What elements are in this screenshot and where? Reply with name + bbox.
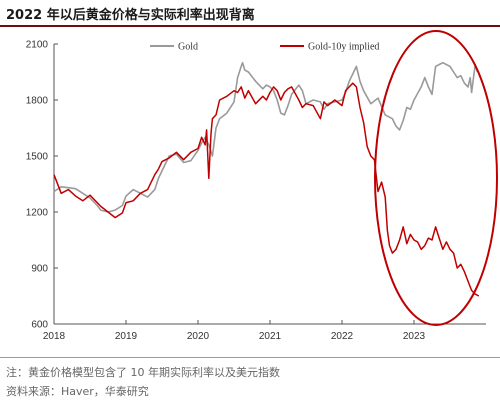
- series-line-gold-10y-implied: [53, 82, 480, 297]
- x-tick-label: 2023: [403, 331, 426, 342]
- chart-legend: Gold Gold-10y implied: [150, 42, 379, 53]
- y-tick-label: 1200: [26, 208, 49, 219]
- x-tick-label: 2020: [187, 331, 210, 342]
- y-tick-label: 1500: [26, 152, 49, 163]
- y-tick-label: 600: [31, 320, 48, 331]
- x-tick-label: 2022: [331, 331, 354, 342]
- highlight-ellipse: [374, 30, 498, 326]
- x-tick-label: 2018: [43, 331, 66, 342]
- x-tick-label: 2021: [259, 331, 282, 342]
- series-line-gold: [53, 61, 479, 213]
- y-tick-label: 2100: [26, 40, 49, 51]
- chart-source: 资料来源：Haver，华泰研究: [6, 385, 149, 398]
- footer-divider: [0, 357, 500, 358]
- legend-label: Gold: [178, 42, 198, 53]
- chart-series-group: [53, 61, 480, 297]
- title-underline: [0, 25, 500, 27]
- gold-vs-implied-line-chart: 600 900 1200 1500 1800 2100 2018 2019 2020 2021 20…: [26, 30, 498, 342]
- x-tick-label: 2019: [115, 331, 138, 342]
- y-tick-label: 1800: [26, 96, 49, 107]
- chart-footnote: 注：黄金价格模型包含了 10 年期实际利率以及美元指数: [6, 366, 280, 379]
- page-title: 2022 年以后黄金价格与实际利率出现背离: [6, 8, 255, 23]
- legend-label: Gold-10y implied: [308, 42, 379, 53]
- chart-annotations: [374, 30, 498, 326]
- chart-axes: 600 900 1200 1500 1800 2100 2018 2019 2020 2021 20…: [26, 40, 486, 342]
- y-tick-label: 900: [31, 264, 48, 275]
